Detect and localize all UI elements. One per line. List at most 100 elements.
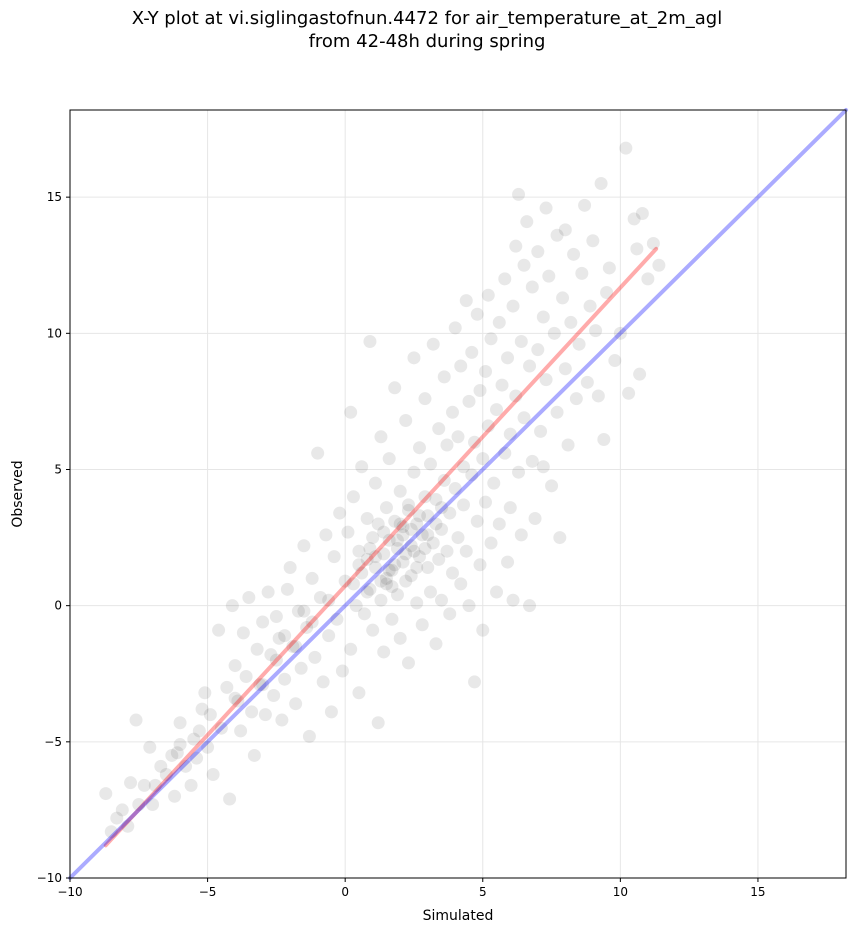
scatter-point xyxy=(346,577,360,591)
scatter-point xyxy=(421,509,435,523)
scatter-point xyxy=(206,768,220,782)
scatter-point xyxy=(484,332,498,346)
scatter-point xyxy=(291,604,305,618)
scatter-point xyxy=(434,501,448,515)
scatter-point xyxy=(445,566,459,580)
scatter-point xyxy=(179,759,193,773)
scatter-point xyxy=(231,694,245,708)
scatter-point xyxy=(600,285,614,299)
chart-title-line2: from 42-48h during spring xyxy=(308,31,546,52)
scatter-point xyxy=(99,787,113,801)
scatter-point xyxy=(184,778,198,792)
scatter-point xyxy=(569,392,583,406)
scatter-point xyxy=(578,198,592,212)
scatter-point xyxy=(553,531,567,545)
scatter-point xyxy=(512,187,526,201)
scatter-point xyxy=(165,748,179,762)
scatter-point xyxy=(465,468,479,482)
scatter-point xyxy=(267,689,281,703)
scatter-point xyxy=(451,531,465,545)
scatter-point xyxy=(509,239,523,253)
scatter-point xyxy=(583,299,597,313)
scatter-point xyxy=(641,272,655,286)
scatter-point xyxy=(346,490,360,504)
scatter-point xyxy=(531,343,545,357)
scatter-point xyxy=(187,732,201,746)
scatter-point xyxy=(434,593,448,607)
y-tick-label: 0 xyxy=(54,599,62,613)
scatter-point xyxy=(352,558,366,572)
scatter-point xyxy=(264,648,278,662)
scatter-point xyxy=(564,315,578,329)
scatter-point xyxy=(443,506,457,520)
scatter-point xyxy=(421,528,435,542)
scatter-point xyxy=(319,528,333,542)
scatter-point xyxy=(487,476,501,490)
scatter-point xyxy=(302,729,316,743)
scatter-point xyxy=(393,484,407,498)
scatter-point xyxy=(333,506,347,520)
scatter-point xyxy=(506,299,520,313)
scatter-point xyxy=(542,269,556,283)
scatter-point xyxy=(236,626,250,640)
scatter-point xyxy=(385,563,399,577)
scatter-point xyxy=(357,607,371,621)
scatter-point xyxy=(322,593,336,607)
scatter-point xyxy=(261,585,275,599)
scatter-point xyxy=(393,631,407,645)
scatter-point xyxy=(121,819,135,833)
scatter-point xyxy=(256,678,270,692)
scatter-point xyxy=(143,740,157,754)
scatter-point xyxy=(258,708,272,722)
scatter-point xyxy=(429,517,443,531)
scatter-point xyxy=(327,550,341,564)
scatter-point xyxy=(247,748,261,762)
scatter-point xyxy=(110,811,124,825)
scatter-point xyxy=(421,561,435,575)
scatter-point xyxy=(490,403,504,417)
scatter-point xyxy=(473,384,487,398)
scatter-point xyxy=(407,544,421,558)
scatter-point xyxy=(454,359,468,373)
scatter-point xyxy=(412,550,426,564)
scatter-point xyxy=(300,620,314,634)
scatter-point xyxy=(454,577,468,591)
scatter-point xyxy=(561,438,575,452)
scatter-point xyxy=(404,522,418,536)
scatter-point xyxy=(137,778,151,792)
scatter-point xyxy=(286,640,300,654)
scatter-point xyxy=(429,637,443,651)
scatter-point xyxy=(382,533,396,547)
y-tick-label: 10 xyxy=(47,326,62,340)
scatter-point xyxy=(404,569,418,583)
scatter-point xyxy=(459,294,473,308)
scatter-point xyxy=(457,460,471,474)
scatter-point xyxy=(283,561,297,575)
scatter-point xyxy=(514,334,528,348)
scatter-point xyxy=(531,245,545,259)
y-tick-label: 15 xyxy=(47,190,62,204)
scatter-point xyxy=(115,803,129,817)
scatter-point xyxy=(294,661,308,675)
scatter-point xyxy=(572,337,586,351)
scatter-point xyxy=(481,419,495,433)
scatter-point xyxy=(448,321,462,335)
scatter-point xyxy=(245,705,259,719)
scatter-point xyxy=(506,593,520,607)
scatter-point xyxy=(457,498,471,512)
scatter-point xyxy=(468,435,482,449)
scatter-point xyxy=(146,797,160,811)
scatter-point xyxy=(412,441,426,455)
scatter-point xyxy=(503,501,517,515)
scatter-point xyxy=(305,571,319,585)
scatter-point xyxy=(256,615,270,629)
scatter-point xyxy=(195,702,209,716)
scatter-point xyxy=(214,721,228,735)
scatter-point xyxy=(360,512,374,526)
scatter-point xyxy=(465,345,479,359)
scatter-point xyxy=(492,517,506,531)
scatter-point xyxy=(168,789,182,803)
scatter-point xyxy=(190,751,204,765)
scatter-point xyxy=(399,574,413,588)
